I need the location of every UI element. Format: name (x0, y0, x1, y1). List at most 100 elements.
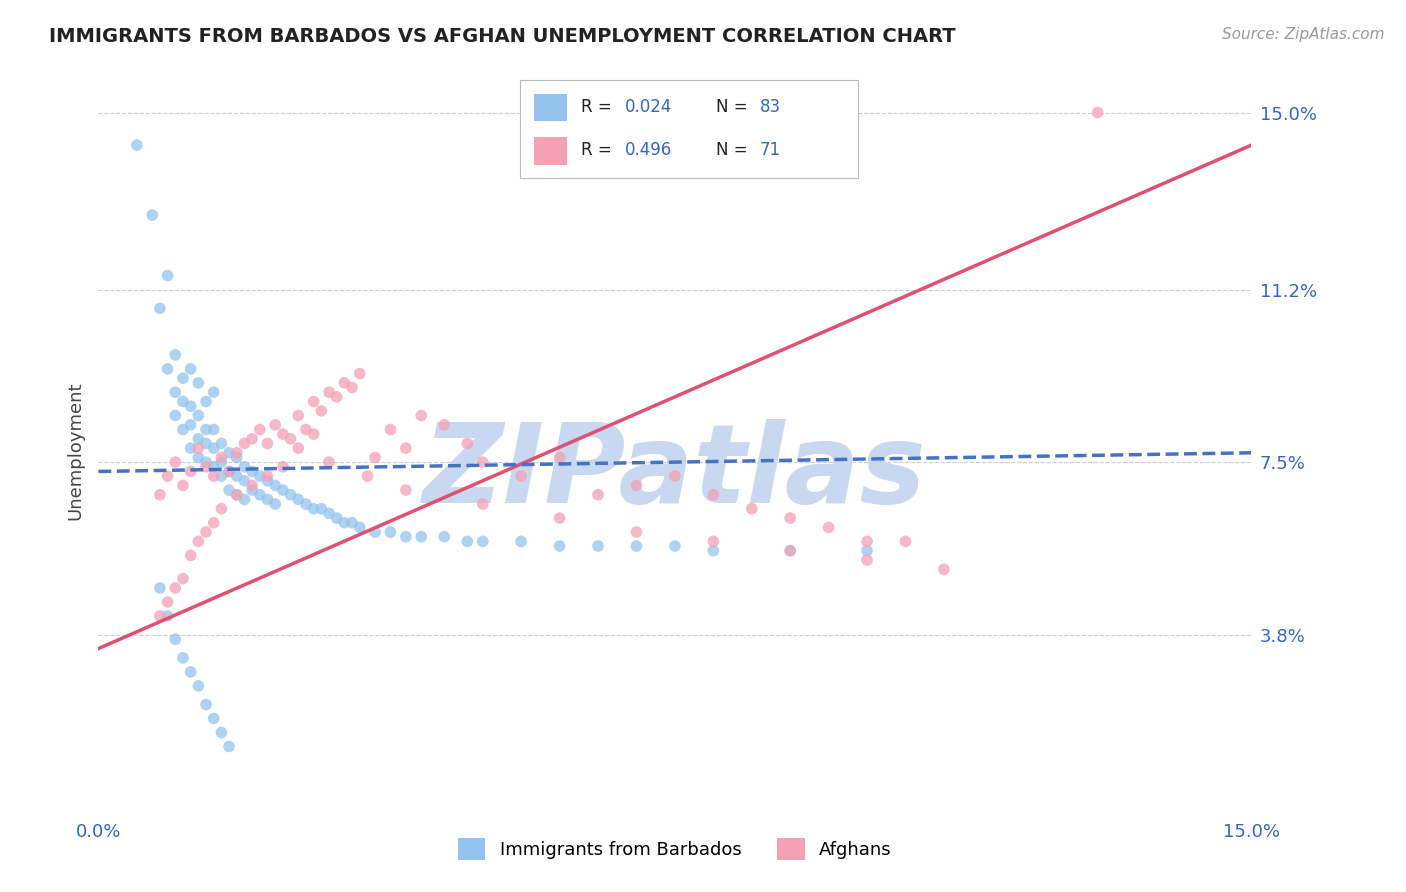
Point (349, 520, 371, 534)
Point (195, 394, 218, 409)
Point (395, 441, 418, 455)
Point (249, 422, 271, 436)
Point (340, 516, 363, 530)
Point (249, 469, 271, 483)
Bar (534, 94, 568, 121)
Point (456, 534, 478, 549)
Point (225, 488, 247, 502)
Point (165, 385, 187, 400)
Point (471, 455, 494, 469)
Point (141, 208, 163, 222)
Point (209, 436, 232, 450)
Point (195, 524, 218, 539)
Point (172, 572, 194, 586)
Point (340, 380, 363, 394)
Point (664, 539, 686, 553)
Point (280, 488, 302, 502)
Legend: Immigrants from Barbados, Afghans: Immigrants from Barbados, Afghans (451, 831, 898, 868)
Point (349, 367, 371, 381)
Point (202, 385, 225, 400)
Point (156, 609, 179, 624)
Text: N =: N = (716, 98, 752, 116)
Point (702, 488, 724, 502)
Point (626, 478, 648, 492)
Text: R =: R = (581, 98, 617, 116)
Point (856, 553, 879, 567)
Point (380, 524, 402, 539)
Point (180, 362, 202, 376)
Point (156, 595, 179, 609)
Point (233, 474, 256, 488)
Text: 83: 83 (759, 98, 780, 116)
Text: 0.024: 0.024 (624, 98, 672, 116)
Point (225, 469, 247, 483)
Point (165, 455, 187, 469)
Point (411, 530, 433, 544)
Point (187, 409, 209, 423)
Point (149, 301, 172, 316)
Point (256, 436, 278, 450)
Point (249, 488, 271, 502)
Point (364, 450, 387, 465)
Point (187, 534, 209, 549)
Point (209, 450, 232, 465)
Point (165, 632, 187, 647)
Point (702, 534, 724, 549)
Point (295, 497, 318, 511)
Point (172, 371, 194, 385)
Point (510, 534, 533, 549)
Point (240, 465, 263, 479)
Point (586, 488, 609, 502)
Point (264, 478, 287, 492)
Point (311, 501, 333, 516)
Point (218, 465, 240, 479)
Point (702, 543, 724, 558)
Point (1087, 105, 1109, 120)
Text: R =: R = (581, 141, 617, 159)
Point (271, 427, 294, 442)
Point (271, 459, 294, 474)
Point (187, 679, 209, 693)
Point (195, 422, 218, 436)
Point (626, 524, 648, 539)
Point (195, 436, 218, 450)
Point (165, 409, 187, 423)
Point (202, 459, 225, 474)
Point (225, 446, 247, 460)
Point (548, 511, 571, 525)
Point (779, 511, 801, 525)
Point (149, 581, 172, 595)
Point (471, 534, 494, 549)
Point (195, 455, 218, 469)
Point (264, 497, 287, 511)
Point (156, 469, 179, 483)
Point (195, 698, 218, 712)
Point (318, 385, 340, 400)
Point (202, 441, 225, 455)
Point (209, 725, 232, 739)
Point (156, 362, 179, 376)
Point (180, 399, 202, 413)
Point (165, 348, 187, 362)
Point (586, 539, 609, 553)
Point (364, 524, 387, 539)
Point (626, 539, 648, 553)
Point (187, 376, 209, 390)
Point (318, 455, 340, 469)
Point (548, 539, 571, 553)
Point (149, 488, 172, 502)
Point (356, 469, 378, 483)
Text: 0.496: 0.496 (624, 141, 672, 159)
Point (295, 422, 318, 436)
Text: Source: ZipAtlas.com: Source: ZipAtlas.com (1222, 27, 1385, 42)
Point (433, 417, 456, 432)
Point (333, 516, 356, 530)
Point (325, 511, 347, 525)
Point (218, 465, 240, 479)
Point (333, 376, 356, 390)
Point (218, 446, 240, 460)
Text: IMMIGRANTS FROM BARBADOS VS AFGHAN UNEMPLOYMENT CORRELATION CHART: IMMIGRANTS FROM BARBADOS VS AFGHAN UNEMP… (49, 27, 956, 45)
Point (180, 441, 202, 455)
Point (209, 501, 232, 516)
Point (225, 450, 247, 465)
